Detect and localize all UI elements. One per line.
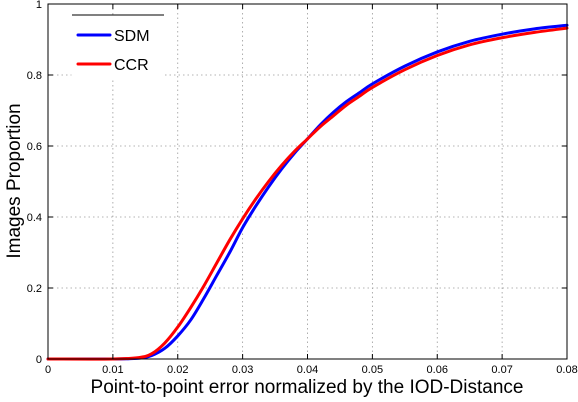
y-tick-label: 0: [36, 354, 42, 366]
x-tick-label: 0.01: [102, 364, 123, 376]
x-tick-label: 0.05: [362, 364, 383, 376]
y-tick-label: 0.6: [27, 141, 42, 153]
series-line-ccr: [46, 26, 569, 361]
tick-marks: [47, 3, 568, 360]
y-tick-label: 0.2: [27, 283, 42, 295]
x-tick-label: 0.08: [556, 364, 577, 376]
x-tick-label: 0.07: [491, 364, 512, 376]
x-axis-label: Point-to-point error normalized by the I…: [91, 377, 524, 398]
x-tick-label: 0.04: [297, 364, 318, 376]
legend-label-sdm: SDM: [114, 28, 150, 45]
x-tick-labels: 0 0.01 0.02 0.03 0.04 0.05 0.06 0.07 0.08: [45, 364, 578, 376]
x-tick-label: 0.06: [427, 364, 448, 376]
y-tick-label: 1: [36, 0, 42, 11]
legend: SDM CCR: [71, 14, 165, 79]
x-tick-label: 0: [45, 364, 51, 376]
legend-box: [71, 14, 165, 79]
y-tick-label: 0.4: [27, 212, 42, 224]
series-layer: [46, 23, 569, 361]
y-tick-labels: 0 0.2 0.4 0.6 0.8 1: [27, 0, 42, 366]
y-tick-label: 0.8: [27, 70, 42, 82]
y-axis-label: Images Proportion: [4, 103, 25, 258]
series-line-sdm: [46, 23, 569, 361]
x-tick-label: 0.02: [167, 364, 188, 376]
x-tick-label: 0.03: [232, 364, 253, 376]
legend-label-ccr: CCR: [114, 57, 149, 74]
